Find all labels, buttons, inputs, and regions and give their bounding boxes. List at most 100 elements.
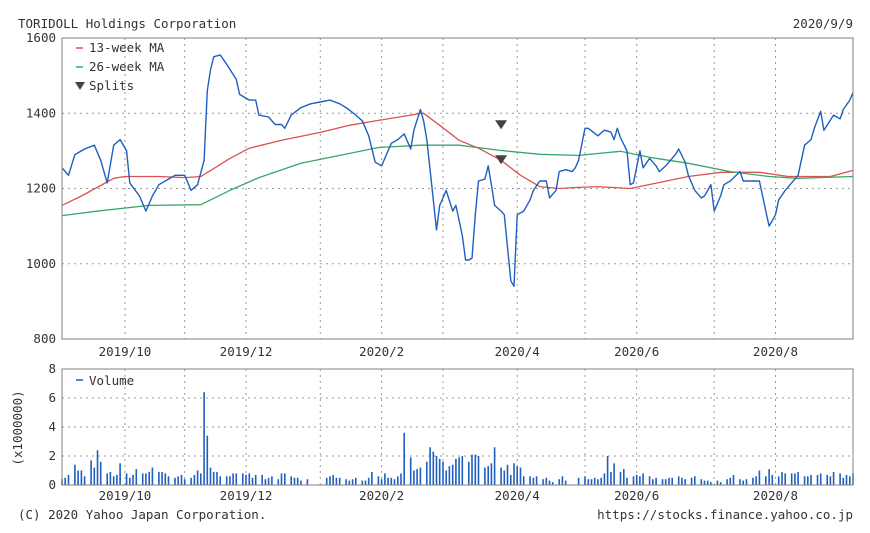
volume-bar <box>635 474 638 485</box>
volume-bar <box>603 473 606 485</box>
volume-bar <box>842 477 845 486</box>
price-y-tick-label: 1200 <box>26 181 56 196</box>
volume-bar <box>706 480 709 485</box>
legend-splits-label: Splits <box>89 78 134 93</box>
volume-bar <box>180 474 183 485</box>
volume-bar <box>597 479 599 485</box>
volume-bar <box>684 479 686 485</box>
volume-bar <box>610 471 612 485</box>
volume-bar <box>135 469 138 485</box>
volume-bar <box>338 477 341 486</box>
volume-bar <box>626 477 628 486</box>
volume-bar <box>500 467 502 485</box>
volume-bar <box>590 479 593 485</box>
volume-bar <box>74 464 76 485</box>
volume-grid: 0 2 4 6 8 2019/10 2019/12 2020/2 2020/4 2020/6 202… <box>48 361 853 503</box>
volume-bar <box>209 467 212 485</box>
volume-bar <box>384 473 386 485</box>
volume-bar <box>348 480 351 485</box>
volume-x-tick-label: 2019/12 <box>220 488 273 503</box>
volume-bar <box>781 471 783 485</box>
price-plot-frame <box>61 37 854 340</box>
volume-bar <box>606 456 609 485</box>
volume-bar <box>664 479 667 485</box>
volume-bar <box>668 477 670 486</box>
volume-bar <box>632 476 635 485</box>
volume-bar <box>371 471 373 485</box>
volume-bar <box>96 450 99 485</box>
volume-bar <box>455 458 457 485</box>
volume-bar <box>532 477 535 486</box>
volume-bar <box>726 479 728 485</box>
volume-bar <box>409 457 412 485</box>
volume-bar <box>390 477 393 486</box>
volume-x-tick-label: 2019/10 <box>99 488 152 503</box>
volume-plot-frame <box>61 368 854 486</box>
volume-bar <box>416 469 418 485</box>
splits-triangle-icon <box>75 82 85 90</box>
volume-bar <box>600 477 602 486</box>
volume-bar <box>361 480 364 485</box>
volume-plot <box>61 392 854 486</box>
volume-bar <box>700 479 703 485</box>
volume-bar <box>829 476 832 485</box>
volume-bar <box>593 477 596 486</box>
volume-bar <box>745 479 748 485</box>
volume-bar <box>765 476 767 485</box>
source-url[interactable]: https://stocks.finance.yahoo.co.jp <box>597 507 853 522</box>
volume-bar <box>474 454 477 485</box>
price-x-tick-label: 2019/10 <box>99 344 152 359</box>
volume-bar <box>803 476 806 485</box>
volume-bar <box>484 467 486 485</box>
volume-bar <box>732 474 735 485</box>
price-y-tick-label: 1000 <box>26 256 56 271</box>
volume-bar <box>345 479 347 485</box>
volume-bar <box>106 473 108 485</box>
volume-bar <box>419 467 422 485</box>
price-x-tick-label: 2020/4 <box>495 344 540 359</box>
volume-bar <box>513 463 515 486</box>
volume-bar <box>690 477 693 486</box>
price-legend: 13-week MA 26-week MA Splits <box>75 40 165 93</box>
volume-bar <box>400 473 402 485</box>
volume-bar <box>719 482 722 485</box>
volume-bar <box>280 473 283 485</box>
volume-bar <box>271 476 273 485</box>
volume-bar <box>403 432 405 485</box>
volume-y-tick-label: 6 <box>48 390 56 405</box>
volume-bar <box>623 469 625 485</box>
volume-y-tick-label: 0 <box>48 477 56 492</box>
volume-bar <box>254 474 257 485</box>
volume-bar <box>413 470 415 485</box>
volume-bar <box>510 474 512 485</box>
volume-bar <box>584 476 586 485</box>
volume-bar <box>158 471 160 485</box>
volume-bar <box>648 476 651 485</box>
volume-bar <box>83 476 86 485</box>
legend-volume-label: Volume <box>89 373 134 388</box>
volume-bar <box>293 477 296 486</box>
volume-bar <box>752 477 754 486</box>
volume-bar <box>529 476 531 485</box>
volume-bar <box>577 477 580 486</box>
volume-bar <box>694 476 696 485</box>
volume-bar <box>561 476 564 485</box>
volume-bar <box>164 473 167 485</box>
volume-bar <box>790 473 793 485</box>
volume-bar <box>225 476 228 485</box>
volume-bar <box>816 474 819 485</box>
volume-bar <box>558 479 560 485</box>
price-y-tick-label: 800 <box>33 331 56 346</box>
volume-bar <box>325 477 328 486</box>
volume-bar <box>768 469 770 485</box>
volume-bar <box>261 474 263 485</box>
volume-bar <box>832 471 835 485</box>
volume-bar <box>564 480 567 485</box>
volume-bar <box>545 477 548 486</box>
volume-bar <box>332 474 334 485</box>
volume-bar <box>710 482 712 485</box>
volume-bar <box>468 461 470 485</box>
volume-bar <box>516 466 518 485</box>
volume-bar <box>235 473 238 485</box>
volume-bar <box>67 474 70 485</box>
